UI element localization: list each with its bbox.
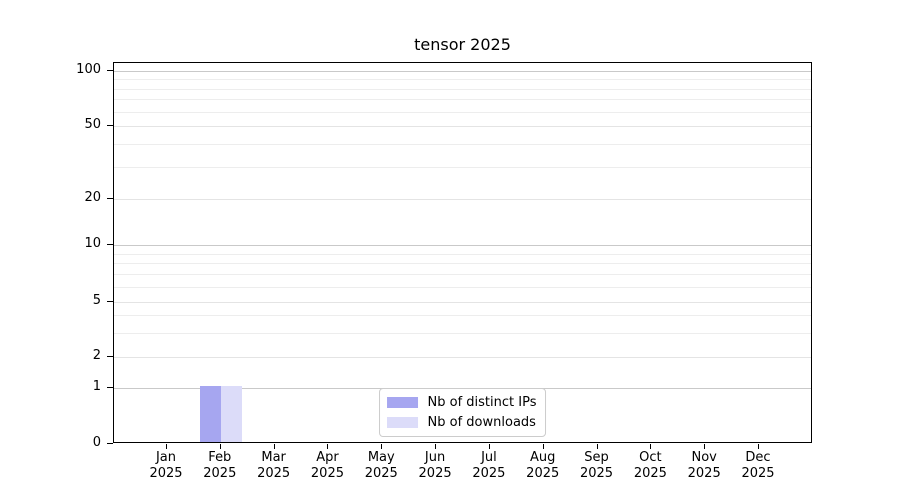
legend-item-distinct-ips: Nb of distinct IPs xyxy=(386,395,537,410)
x-tick xyxy=(757,444,759,449)
x-tick-label: Mar 2025 xyxy=(257,450,291,481)
x-tick xyxy=(650,444,652,449)
x-tick xyxy=(542,444,544,449)
x-tick-label: Dec 2025 xyxy=(741,450,775,481)
x-tick-label: Jul 2025 xyxy=(472,450,506,481)
y-tick-label: 1 xyxy=(92,379,101,394)
y-tick-label: 2 xyxy=(92,348,101,363)
legend-swatch-downloads xyxy=(386,417,418,428)
y-tick xyxy=(107,125,113,126)
y-gridline-major xyxy=(114,199,811,200)
x-tick xyxy=(381,444,383,449)
y-tick xyxy=(107,443,113,444)
y-gridline-minor xyxy=(114,332,811,334)
bar xyxy=(220,386,242,442)
bar xyxy=(199,386,221,442)
y-tick xyxy=(107,387,113,388)
y-gridline-major xyxy=(114,357,811,358)
y-tick-label: 20 xyxy=(84,190,101,205)
x-tick xyxy=(273,444,275,449)
y-gridline-minor xyxy=(114,166,811,168)
plot-area: Nb of distinct IPs Nb of downloads xyxy=(113,62,812,443)
y-gridline-major xyxy=(114,302,811,303)
y-gridline-minor xyxy=(114,287,811,288)
y-tick-label: 10 xyxy=(84,236,101,251)
y-gridline-minor xyxy=(114,111,811,113)
y-tick-label: 100 xyxy=(76,62,101,77)
y-tick xyxy=(107,356,113,357)
y-gridline-minor xyxy=(114,79,811,81)
y-gridline-major xyxy=(114,245,811,246)
x-tick-label: Nov 2025 xyxy=(687,450,721,481)
x-tick-label: Jan 2025 xyxy=(149,450,183,481)
legend-swatch-distinct-ips xyxy=(386,397,418,408)
y-gridline-minor xyxy=(114,88,811,90)
y-gridline-minor xyxy=(114,315,811,317)
legend-label-downloads: Nb of downloads xyxy=(427,415,536,430)
x-tick xyxy=(219,444,221,449)
y-gridline-minor xyxy=(114,274,811,276)
x-tick-label: Apr 2025 xyxy=(310,450,344,481)
y-gridline-minor xyxy=(114,143,811,145)
x-tick xyxy=(327,444,329,449)
y-tick xyxy=(107,301,113,302)
x-tick-label: Feb 2025 xyxy=(203,450,237,481)
y-gridline-minor xyxy=(114,263,811,265)
x-tick xyxy=(166,444,167,449)
x-tick-label: Aug 2025 xyxy=(526,450,560,481)
y-tick-label: 5 xyxy=(92,293,101,308)
y-gridline-minor xyxy=(114,253,811,255)
chart-title: tensor 2025 xyxy=(414,35,511,54)
y-gridline-major xyxy=(114,126,811,127)
x-tick-label: May 2025 xyxy=(364,450,398,481)
x-tick-label: Oct 2025 xyxy=(633,450,667,481)
y-gridline-minor xyxy=(114,99,811,101)
x-tick xyxy=(596,444,598,449)
legend-label-distinct-ips: Nb of distinct IPs xyxy=(427,395,537,410)
y-tick-label: 50 xyxy=(84,117,101,132)
x-tick-label: Sep 2025 xyxy=(579,450,614,481)
x-tick xyxy=(488,444,490,449)
x-tick-label: Jun 2025 xyxy=(418,450,452,481)
y-tick xyxy=(107,70,113,71)
legend-item-downloads: Nb of downloads xyxy=(386,415,537,430)
legend: Nb of distinct IPs Nb of downloads xyxy=(378,388,547,437)
y-tick-label: 0 xyxy=(92,435,101,450)
y-gridline-major xyxy=(114,71,811,72)
y-tick xyxy=(107,244,113,245)
y-tick xyxy=(107,198,113,199)
x-tick xyxy=(435,444,437,449)
x-tick xyxy=(704,444,706,449)
